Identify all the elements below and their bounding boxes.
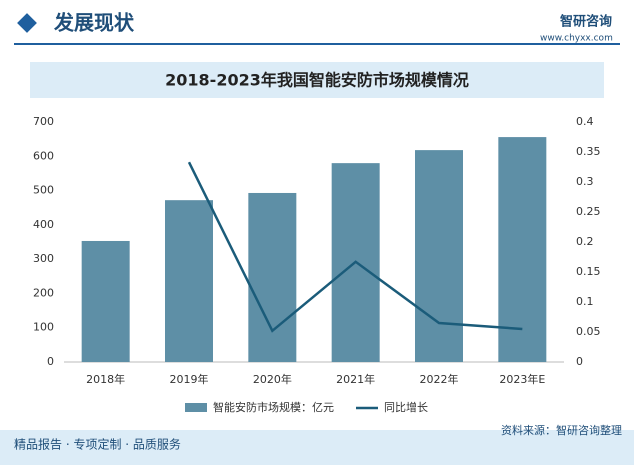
y2-tick-label: 0.1 [576, 295, 594, 308]
y2-tick-label: 0.4 [576, 115, 594, 128]
y-tick-label: 700 [33, 115, 54, 128]
y2-tick-label: 0.25 [576, 205, 601, 218]
chart-title: 2018-2023年我国智能安防市场规模情况 [165, 71, 469, 90]
line [187, 161, 523, 333]
x-tick-label: 2022年 [420, 372, 459, 386]
bar [81, 240, 130, 362]
bar [248, 192, 297, 362]
logo-url: www.chyxx.com [540, 34, 613, 44]
x-tick-label: 2020年 [253, 372, 292, 386]
y2-tick-label: 0.3 [576, 175, 594, 188]
y-tick-label: 0 [47, 355, 54, 368]
y-tick-label: 200 [33, 286, 54, 299]
legend-swatch [185, 403, 207, 412]
x-tick-label: 2021年 [336, 372, 375, 386]
y2-tick-label: 0 [576, 355, 583, 368]
y2-tick-label: 0.2 [576, 235, 594, 248]
title-banner [30, 62, 604, 98]
x-tick-label: 2023年E [499, 372, 545, 386]
bar [498, 137, 547, 362]
y-tick-label: 600 [33, 149, 54, 162]
y2-tick-label: 0.15 [576, 265, 601, 278]
y-tick-label: 400 [33, 218, 54, 231]
legend-label: 同比增长 [384, 400, 428, 414]
header-icon [17, 13, 37, 33]
source: 资料来源：智研咨询整理 [501, 423, 622, 437]
y-tick-label: 300 [33, 252, 54, 265]
logo: 智研咨询 [560, 14, 612, 30]
y2-tick-label: 0.05 [576, 325, 601, 338]
bar [415, 150, 463, 362]
header-title: 发展现状 [53, 11, 135, 35]
footer-slogan: 精品报告 · 专项定制 · 品质服务 [14, 437, 181, 452]
footer-band [0, 430, 634, 465]
y-tick-label: 100 [33, 321, 54, 334]
y-tick-label: 500 [33, 184, 54, 197]
x-tick-label: 2019年 [170, 372, 209, 386]
bar [165, 200, 213, 362]
x-tick-label: 2018年 [86, 372, 125, 386]
legend-label: 智能安防市场规模：亿元 [213, 400, 334, 414]
y2-tick-label: 0.35 [576, 145, 601, 158]
